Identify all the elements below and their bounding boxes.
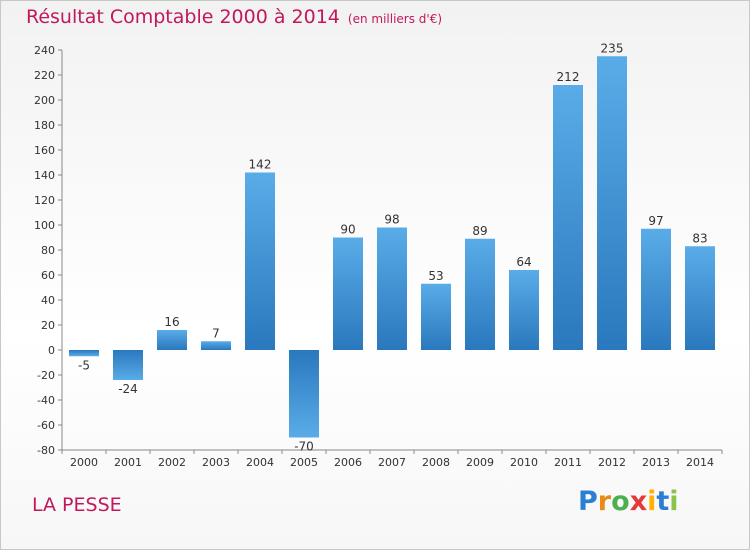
x-tick-label-2000: 2000 (70, 456, 98, 469)
bar-2007 (377, 227, 407, 350)
bar-2002 (157, 330, 187, 350)
logo-letter: i (669, 486, 679, 517)
x-tick-label-2011: 2011 (554, 456, 582, 469)
x-tick-label-2005: 2005 (290, 456, 318, 469)
data-label-2012: 235 (601, 41, 624, 55)
bar-2004 (245, 172, 275, 350)
data-label-2006: 90 (340, 223, 355, 237)
y-tick-label: 180 (34, 119, 55, 132)
x-tick-label-2007: 2007 (378, 456, 406, 469)
y-tick-label: 60 (41, 269, 55, 282)
y-tick-label: 0 (48, 344, 55, 357)
y-tick-label: 140 (34, 169, 55, 182)
logo-letter: P (578, 486, 598, 517)
x-tick-label-2001: 2001 (114, 456, 142, 469)
chart-subtitle: (en milliers d'€) (347, 12, 443, 26)
y-tick-label: -40 (37, 394, 55, 407)
data-label-2011: 212 (557, 70, 580, 84)
bar-2003 (201, 341, 231, 350)
logo-letter: r (597, 486, 612, 517)
x-tick-label-2006: 2006 (334, 456, 362, 469)
y-tick-label: 220 (34, 69, 55, 82)
data-label-2002: 16 (164, 315, 179, 329)
chart-title-text: Résultat Comptable 2000 à 2014 (26, 6, 340, 28)
logo-letter: t (656, 486, 670, 517)
x-tick-label-2004: 2004 (246, 456, 274, 469)
logo-letter: o (611, 486, 630, 517)
logo-letter: i (647, 486, 657, 517)
commune-name: LA PESSE (32, 494, 122, 516)
y-tick-label: 120 (34, 194, 55, 207)
data-label-2014: 83 (692, 231, 707, 245)
y-tick-label: 40 (41, 294, 55, 307)
y-tick-label: -60 (37, 419, 55, 432)
data-label-2004: 142 (249, 158, 272, 172)
data-label-2003: 7 (212, 326, 220, 340)
chart-axes: -80-60-40-200204060801001201401601802002… (34, 44, 723, 469)
data-label-2009: 89 (472, 224, 487, 238)
y-tick-label: 240 (34, 44, 55, 57)
chart-data-labels: -5 -24 16 7 142 -70 90 98 53 89 64 212 235 97 83 (78, 41, 708, 453)
x-tick-label-2010: 2010 (510, 456, 538, 469)
data-label-2013: 97 (648, 214, 663, 228)
data-label-2005: -70 (294, 440, 314, 454)
bar-2013 (641, 228, 671, 350)
y-tick-label: -80 (37, 444, 55, 457)
bar-2012 (597, 56, 627, 350)
x-tick-label-2014: 2014 (686, 456, 714, 469)
bar-2000 (69, 350, 99, 357)
bar-2009 (465, 238, 495, 350)
x-tick-label-2013: 2013 (642, 456, 670, 469)
data-label-2010: 64 (516, 255, 531, 269)
y-tick-label: 200 (34, 94, 55, 107)
bar-2008 (421, 283, 451, 350)
chart-title: Résultat Comptable 2000 à 2014 (en millie… (26, 6, 442, 28)
logo-letter: x (629, 486, 648, 517)
bar-2014 (685, 246, 715, 350)
y-tick-label: 80 (41, 244, 55, 257)
bar-2001 (113, 350, 143, 380)
data-label-2008: 53 (428, 269, 443, 283)
x-tick-label-2008: 2008 (422, 456, 450, 469)
x-tick-label-2002: 2002 (158, 456, 186, 469)
data-label-2007: 98 (384, 213, 399, 227)
x-tick-label-2012: 2012 (598, 456, 626, 469)
x-tick-label-2009: 2009 (466, 456, 494, 469)
proxiti-logo: Proxiti (578, 486, 679, 517)
data-label-2001: -24 (118, 382, 138, 396)
chart-bars (69, 56, 715, 438)
bar-2006 (333, 237, 363, 350)
y-tick-label: 160 (34, 144, 55, 157)
bar-2010 (509, 270, 539, 350)
bar-2011 (553, 85, 583, 350)
bar-2005 (289, 350, 319, 438)
y-tick-label: -20 (37, 369, 55, 382)
y-tick-label: 100 (34, 219, 55, 232)
y-tick-label: 20 (41, 319, 55, 332)
x-tick-label-2003: 2003 (202, 456, 230, 469)
data-label-2000: -5 (78, 358, 90, 372)
